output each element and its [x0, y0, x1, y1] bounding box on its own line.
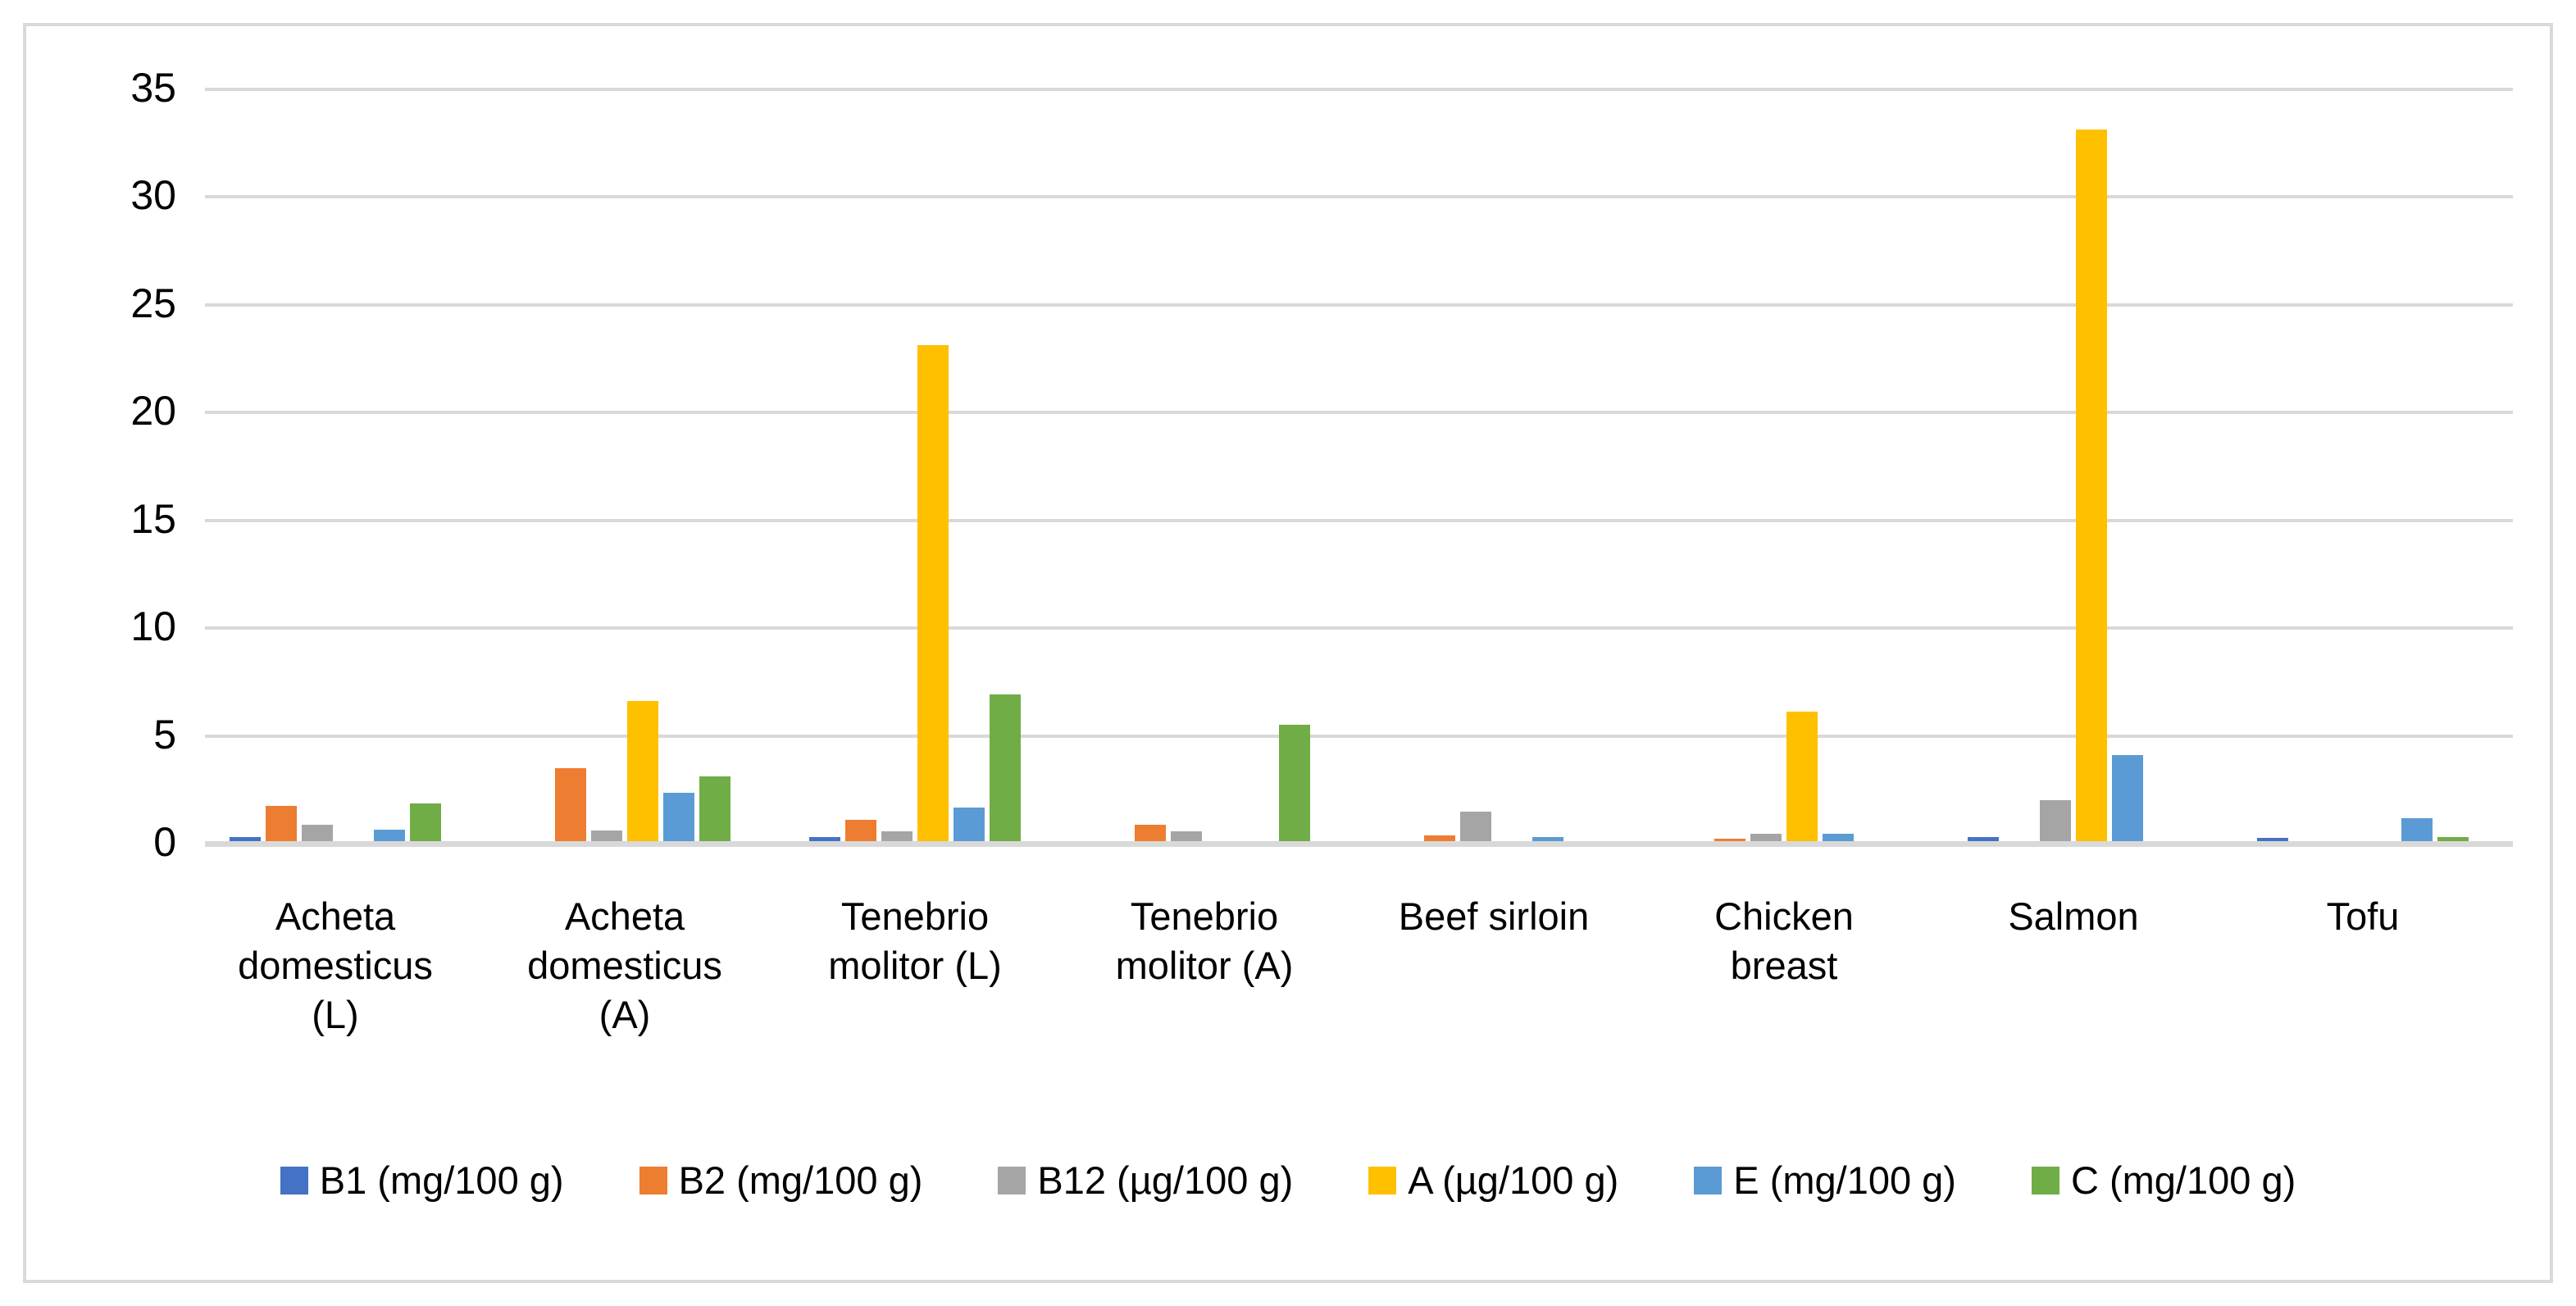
bar [2257, 838, 2288, 841]
legend-item: E (mg/100 g) [1694, 1158, 1956, 1203]
bar [1135, 825, 1166, 841]
bar [1424, 835, 1455, 841]
legend-label: E (mg/100 g) [1733, 1158, 1956, 1202]
bar [2040, 800, 2071, 841]
legend-swatch [1368, 1166, 1397, 1195]
bar [990, 694, 1021, 841]
x-axis-category-label: Beef sirloin [1398, 894, 1590, 938]
gridline-5 [205, 734, 2513, 738]
legend-label: C (mg/100 g) [2070, 1158, 2296, 1202]
bar [1460, 812, 1491, 841]
legend: B1 (mg/100 g) B2 (mg/100 g) B12 (µg/100 g)… [0, 1158, 2576, 1203]
y-axis-tick-label: 10 [130, 603, 176, 649]
bar [663, 793, 694, 841]
bar [1532, 837, 1563, 841]
legend-swatch [998, 1166, 1026, 1195]
legend-label: B12 (µg/100 g) [1037, 1158, 1294, 1202]
bar [266, 806, 297, 841]
x-axis-category-label: Chicken breast [1714, 894, 1854, 987]
bar [953, 808, 985, 841]
gridline-10 [205, 626, 2513, 630]
x-axis-category-label: Tofu [2326, 894, 2400, 938]
bar [1279, 725, 1310, 841]
legend-item: B12 (µg/100 g) [998, 1158, 1293, 1203]
x-axis-category-label: Acheta domesticus (A) [527, 894, 722, 1036]
chart-frame [23, 23, 2553, 1283]
x-axis-line [205, 841, 2513, 847]
bar [917, 345, 949, 841]
gridline-25 [205, 303, 2513, 307]
y-axis-tick-label: 0 [153, 819, 176, 865]
legend-item: A (µg/100 g) [1368, 1158, 1618, 1203]
bar [1823, 834, 1854, 841]
bar [410, 803, 441, 841]
y-axis-tick-label: 25 [130, 280, 176, 326]
x-axis-category-label: Tenebrio molitor (A) [1115, 894, 1294, 987]
gridline-20 [205, 411, 2513, 414]
bar [230, 837, 261, 841]
x-axis-category-label: Salmon [2008, 894, 2139, 938]
bar [881, 831, 913, 841]
bar [627, 701, 658, 841]
y-axis-tick-label: 15 [130, 495, 176, 542]
legend-label: B1 (mg/100 g) [319, 1158, 564, 1202]
bar [591, 830, 622, 841]
bar [1750, 834, 1782, 841]
bar [2076, 130, 2107, 841]
legend-swatch [639, 1166, 667, 1195]
legend-swatch [280, 1166, 308, 1195]
x-axis-category-label: Acheta domesticus (L) [238, 894, 433, 1036]
legend-item: C (mg/100 g) [2031, 1158, 2296, 1203]
gridline-30 [205, 195, 2513, 198]
legend-swatch [2031, 1166, 2059, 1195]
gridline-35 [205, 87, 2513, 91]
bar [2401, 818, 2433, 841]
legend-swatch [1694, 1166, 1723, 1195]
bar [845, 820, 876, 841]
y-axis-tick-label: 20 [130, 388, 176, 434]
bar [302, 825, 333, 841]
bar [374, 830, 405, 841]
y-axis-tick-label: 5 [153, 711, 176, 758]
legend-item: B1 (mg/100 g) [280, 1158, 564, 1203]
bar [1968, 837, 1999, 841]
legend-label: A (µg/100 g) [1408, 1158, 1619, 1202]
bar [555, 768, 586, 841]
legend-item: B2 (mg/100 g) [639, 1158, 923, 1203]
y-axis-tick-label: 30 [130, 172, 176, 218]
legend-label: B2 (mg/100 g) [678, 1158, 923, 1202]
y-axis-tick-label: 35 [130, 64, 176, 111]
bar [1714, 839, 1745, 841]
bar [1786, 712, 1818, 841]
bar [809, 837, 840, 841]
x-axis-category-label: Tenebrio molitor (L) [828, 894, 1002, 987]
bar [2437, 837, 2469, 841]
bar [699, 776, 730, 841]
bar [2112, 755, 2143, 841]
gridline-15 [205, 518, 2513, 522]
bar [1171, 831, 1202, 841]
